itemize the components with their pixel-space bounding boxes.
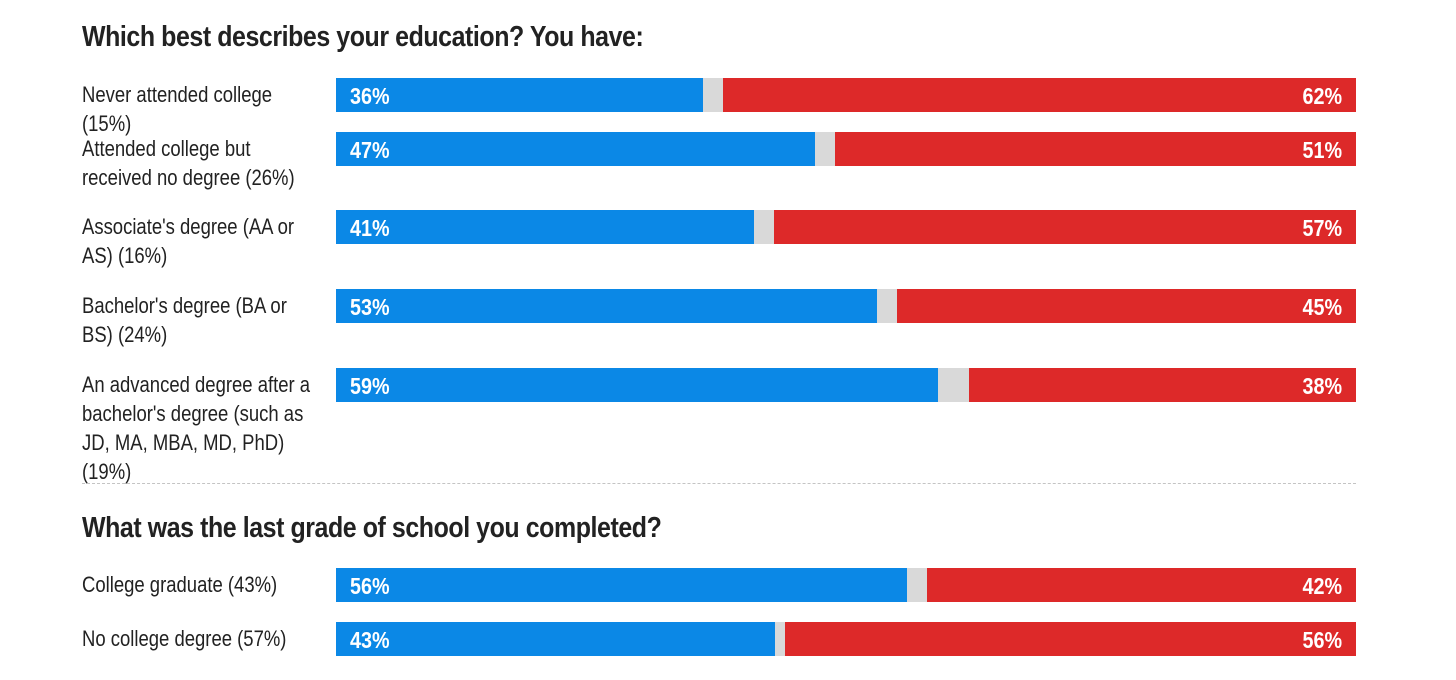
- other-bar-segment: [907, 568, 927, 602]
- rep-value-label: 56%: [1302, 627, 1342, 653]
- dem-bar-segment: [336, 368, 938, 402]
- category-label: Never attended college (15%): [82, 82, 273, 136]
- category-label: College graduate (43%): [82, 572, 278, 597]
- dem-value-label: 36%: [350, 83, 390, 109]
- section-divider: [82, 483, 1356, 484]
- category-label: Attended college but received no degree …: [82, 136, 295, 190]
- rep-bar-segment: [723, 78, 1356, 112]
- rep-value-label: 38%: [1302, 373, 1342, 399]
- stacked-bar: 53% 45%: [336, 289, 1356, 323]
- stacked-bar: 41% 57%: [336, 210, 1356, 244]
- dem-value-label: 56%: [350, 573, 390, 599]
- dem-bar-segment: [336, 568, 907, 602]
- category-label: No college degree (57%): [82, 626, 287, 651]
- dem-value-label: 41%: [350, 215, 390, 241]
- other-bar-segment: [775, 622, 785, 656]
- rep-value-label: 57%: [1302, 215, 1342, 241]
- other-bar-segment: [703, 78, 723, 112]
- other-bar-segment: [877, 289, 897, 323]
- section-title: Which best describes your education? You…: [82, 21, 644, 53]
- rep-bar-segment: [897, 289, 1356, 323]
- other-bar-segment: [815, 132, 835, 166]
- rep-bar-segment: [969, 368, 1356, 402]
- category-label: Associate's degree (AA or AS) (16%): [82, 214, 295, 268]
- stacked-bar: 59% 38%: [336, 368, 1356, 402]
- category-label: An advanced degree after a bachelor's de…: [82, 372, 311, 484]
- dem-value-label: 53%: [350, 294, 390, 320]
- other-bar-segment: [754, 210, 774, 244]
- rep-value-label: 51%: [1302, 137, 1342, 163]
- dem-bar-segment: [336, 78, 703, 112]
- stacked-bar: 56% 42%: [336, 568, 1356, 602]
- dem-bar-segment: [336, 289, 877, 323]
- stacked-bar: 43% 56%: [336, 622, 1356, 656]
- other-bar-segment: [938, 368, 969, 402]
- stacked-bar: 47% 51%: [336, 132, 1356, 166]
- dem-value-label: 47%: [350, 137, 390, 163]
- rep-bar-segment: [785, 622, 1356, 656]
- rep-bar-segment: [927, 568, 1356, 602]
- dem-value-label: 59%: [350, 373, 390, 399]
- dem-bar-segment: [336, 132, 815, 166]
- rep-value-label: 42%: [1302, 573, 1342, 599]
- dem-bar-segment: [336, 622, 775, 656]
- rep-value-label: 62%: [1302, 83, 1342, 109]
- rep-bar-segment: [835, 132, 1356, 166]
- rep-value-label: 45%: [1302, 294, 1342, 320]
- section-title: What was the last grade of school you co…: [82, 512, 662, 544]
- category-label: Bachelor's degree (BA or BS) (24%): [82, 293, 287, 347]
- rep-bar-segment: [774, 210, 1356, 244]
- stacked-bar: 36% 62%: [336, 78, 1356, 112]
- dem-value-label: 43%: [350, 627, 390, 653]
- dem-bar-segment: [336, 210, 754, 244]
